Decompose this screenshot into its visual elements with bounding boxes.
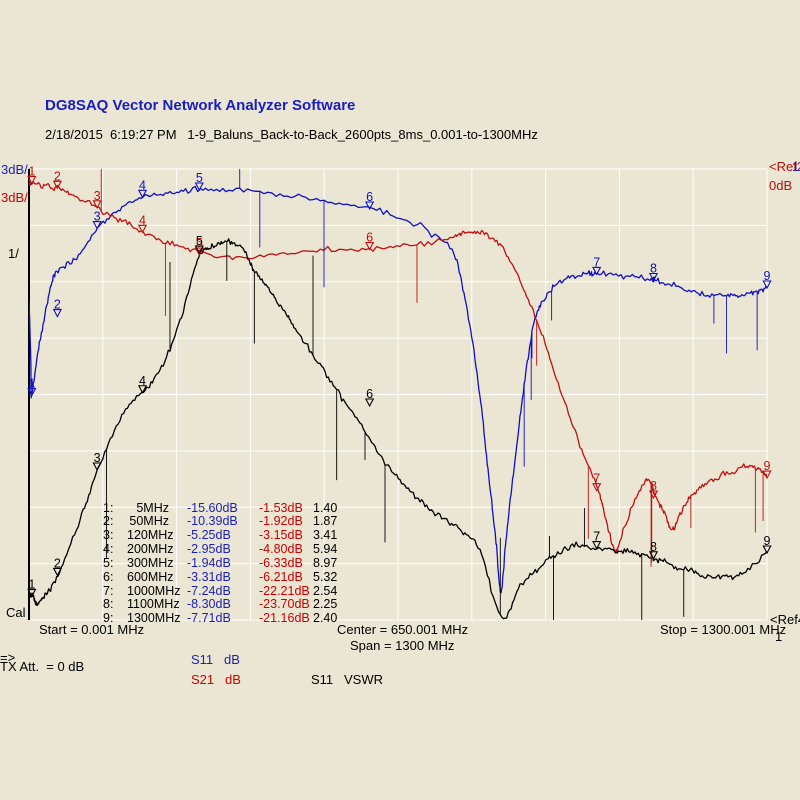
svg-text:8: 8 [650, 479, 657, 493]
svg-text:9: 9 [764, 534, 771, 548]
svg-text:5: 5 [196, 171, 203, 185]
svg-text:1: 1 [28, 165, 35, 179]
svg-text:7: 7 [593, 255, 600, 269]
svg-text:9: 9 [764, 459, 771, 473]
svg-text:9: 9 [764, 269, 771, 283]
svg-text:3: 3 [94, 210, 101, 224]
svg-text:3: 3 [94, 451, 101, 465]
svg-text:8: 8 [650, 540, 657, 554]
svg-text:6: 6 [366, 231, 373, 245]
svg-text:1: 1 [28, 377, 35, 391]
svg-text:4: 4 [139, 178, 146, 192]
svg-text:2: 2 [54, 556, 61, 570]
svg-text:7: 7 [593, 472, 600, 486]
svg-text:2: 2 [54, 298, 61, 312]
svg-text:1: 1 [28, 577, 35, 591]
svg-text:6: 6 [366, 387, 373, 401]
svg-text:3: 3 [94, 189, 101, 203]
svg-text:2: 2 [54, 169, 61, 183]
svg-text:4: 4 [139, 374, 146, 388]
svg-text:8: 8 [650, 262, 657, 276]
svg-text:4: 4 [139, 213, 146, 227]
svg-text:6: 6 [366, 190, 373, 204]
svg-text:5: 5 [196, 234, 203, 248]
svg-text:7: 7 [593, 530, 600, 544]
